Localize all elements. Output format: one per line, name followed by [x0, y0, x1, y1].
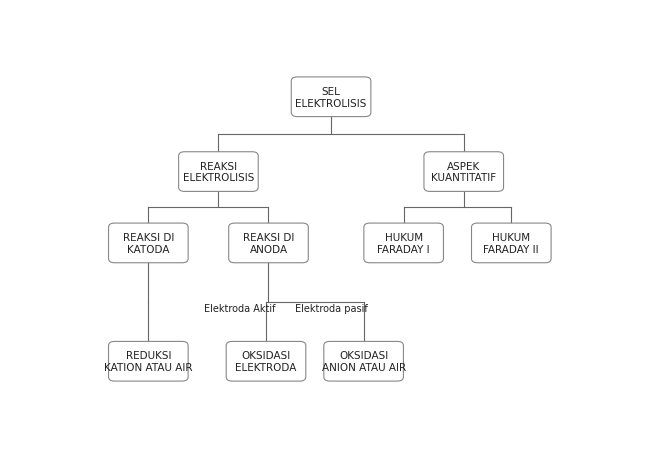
FancyBboxPatch shape [291, 78, 371, 117]
Text: SEL
ELEKTROLISIS: SEL ELEKTROLISIS [295, 87, 367, 108]
Text: HUKUM
FARADAY II: HUKUM FARADAY II [483, 233, 539, 254]
Text: REAKSI DI
ANODA: REAKSI DI ANODA [243, 233, 294, 254]
Text: REDUKSI
KATION ATAU AIR: REDUKSI KATION ATAU AIR [104, 351, 193, 372]
Text: OKSIDASI
ELEKTRODA: OKSIDASI ELEKTRODA [235, 351, 297, 372]
Text: Elektroda pasif: Elektroda pasif [295, 303, 368, 313]
FancyBboxPatch shape [324, 342, 403, 381]
FancyBboxPatch shape [179, 152, 258, 192]
FancyBboxPatch shape [229, 224, 308, 263]
FancyBboxPatch shape [472, 224, 551, 263]
FancyBboxPatch shape [109, 224, 188, 263]
Text: REAKSI DI
KATODA: REAKSI DI KATODA [123, 233, 174, 254]
Text: HUKUM
FARADAY I: HUKUM FARADAY I [377, 233, 430, 254]
Text: REAKSI
ELEKTROLISIS: REAKSI ELEKTROLISIS [183, 161, 254, 183]
Text: OKSIDASI
ANION ATAU AIR: OKSIDASI ANION ATAU AIR [322, 351, 406, 372]
FancyBboxPatch shape [109, 342, 188, 381]
Text: Elektroda Aktif: Elektroda Aktif [204, 303, 276, 313]
FancyBboxPatch shape [364, 224, 443, 263]
FancyBboxPatch shape [226, 342, 306, 381]
Text: ASPEK
KUANTITATIF: ASPEK KUANTITATIF [431, 161, 496, 183]
FancyBboxPatch shape [424, 152, 503, 192]
